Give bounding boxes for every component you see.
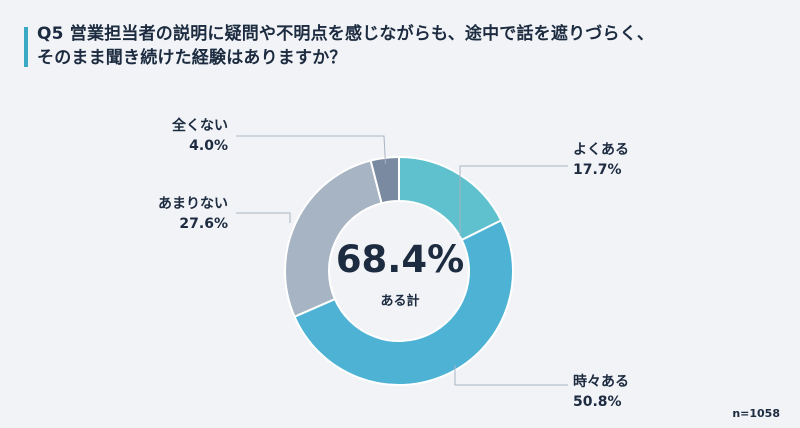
label-mattaku-nai-value: 4.0%	[189, 138, 228, 154]
chart-title: Q5 営業担当者の説明に疑問や不明点を感じながらも、途中で話を遮りづらく、 その…	[37, 22, 777, 70]
label-amari-nai-name: あまりない	[158, 196, 228, 212]
label-tokidoki-aru-value: 50.8%	[573, 394, 622, 410]
title-accent-bar	[24, 27, 28, 67]
label-yoku-aru-value: 17.7%	[573, 162, 622, 178]
slice-tokidoki-aru	[293, 219, 515, 387]
chart-title-line-1: Q5 営業担当者の説明に疑問や不明点を感じながらも、途中で話を遮りづらく、	[37, 24, 655, 44]
sample-size-note: n=1058	[732, 407, 780, 420]
label-yoku-aru: よくある 17.7%	[573, 140, 629, 180]
label-yoku-aru-name: よくある	[573, 142, 629, 158]
label-tokidoki-aru-name: 時々ある	[573, 374, 629, 390]
label-amari-nai-value: 27.6%	[179, 216, 228, 232]
slice-mattaku-nai	[369, 155, 400, 205]
leader-yoku-aru	[459, 165, 568, 236]
label-mattaku-nai-name: 全くない	[172, 118, 228, 134]
label-mattaku-nai: 全くない 4.0%	[128, 116, 228, 156]
leader-tokidoki-aru	[454, 365, 568, 386]
leader-lines	[236, 135, 568, 386]
center-total-caption: ある計	[380, 294, 420, 309]
label-amari-nai: あまりない 27.6%	[128, 194, 228, 234]
leader-mattaku-nai	[236, 135, 386, 164]
chart-title-line-2: そのまま聞き続けた経験はありますか？	[37, 48, 347, 68]
label-tokidoki-aru: 時々ある 50.8%	[573, 372, 629, 412]
slice-amari-nai	[284, 159, 383, 319]
donut-slices	[284, 155, 515, 387]
leader-amari-nai	[236, 212, 291, 223]
